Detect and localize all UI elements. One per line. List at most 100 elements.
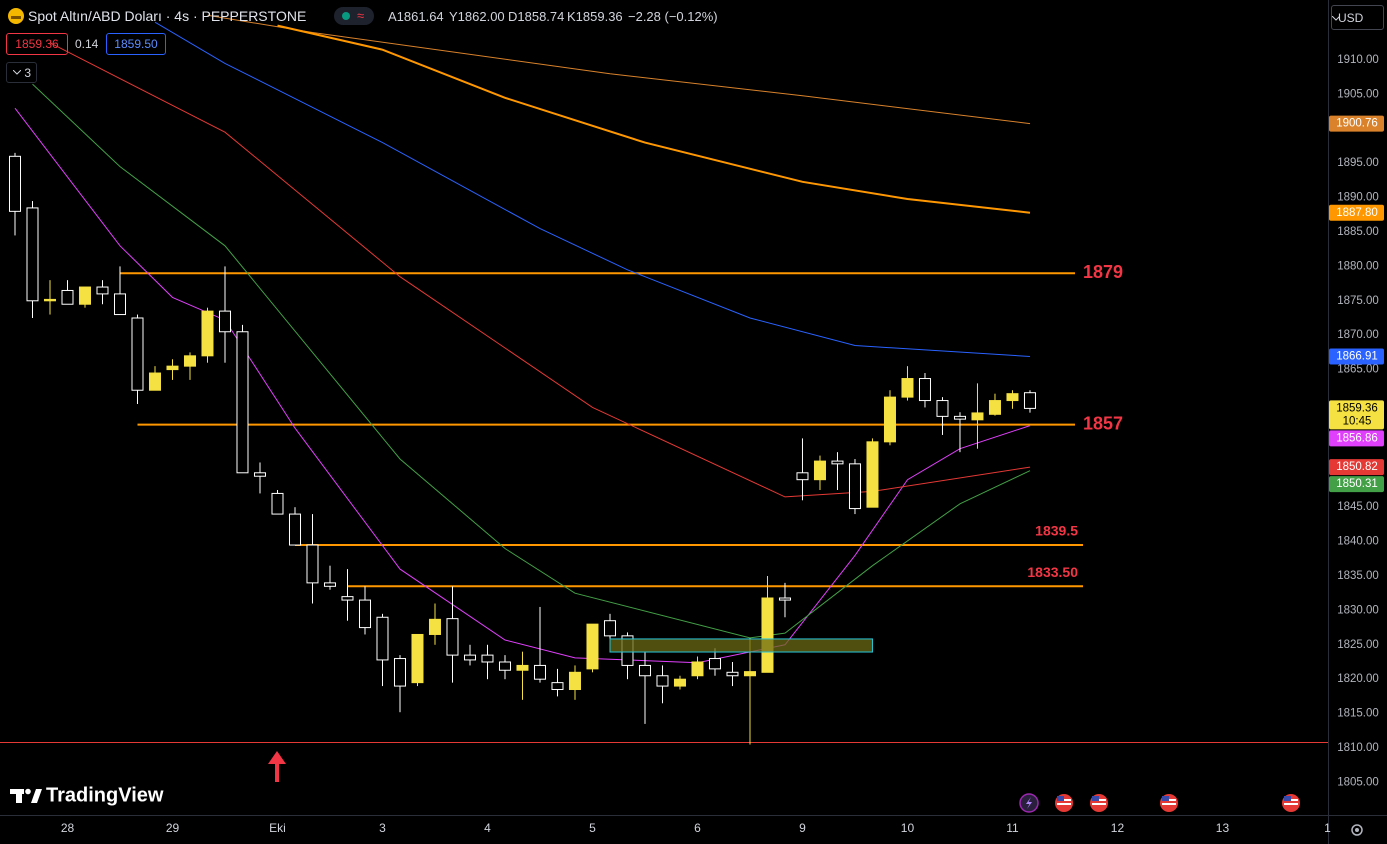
chevron <box>13 70 21 75</box>
x-tick-label: 10 <box>901 821 915 835</box>
candle-body <box>656 675 669 687</box>
candle-body <box>43 298 56 302</box>
price-zone <box>609 638 873 653</box>
x-tick-label: 5 <box>589 821 596 835</box>
candle-body <box>26 207 39 302</box>
candle-body <box>918 378 931 402</box>
candle-body <box>61 289 74 305</box>
price-badge-label: 1850.82 <box>1336 461 1378 473</box>
candle-body <box>131 317 144 391</box>
price-badge <box>1329 459 1384 476</box>
candle-body <box>446 618 459 656</box>
price-badge-label: 1859.36 <box>1336 402 1378 414</box>
candle-body <box>953 415 966 420</box>
candle-body <box>726 671 739 677</box>
x-tick-label: 13 <box>1216 821 1230 835</box>
moving-average <box>49 42 1031 498</box>
level-label: 1839.5 <box>1035 523 1078 539</box>
level-label: 1879 <box>1083 262 1123 282</box>
indicator-toggle[interactable]: 3 <box>6 62 37 83</box>
candle-body <box>673 678 686 687</box>
spread: 0.14 <box>75 37 99 51</box>
moving-average <box>207 14 1031 125</box>
candle-body <box>796 472 809 481</box>
price-badge-label: 1900.76 <box>1336 118 1378 130</box>
candle-body <box>463 654 476 661</box>
candle-body <box>183 355 196 367</box>
candle-body <box>498 661 511 671</box>
y-tick-label: 1840.00 <box>1337 536 1379 548</box>
axes: 1805.00 1810.00 1815.00 1820.00 1825.00 1830.… <box>61 54 1384 835</box>
price-badge <box>1329 476 1384 493</box>
market-status[interactable]: ≈ <box>334 7 374 25</box>
candle-body <box>936 400 949 417</box>
sell-price[interactable]: 1859.36 <box>6 33 68 55</box>
candle-body <box>1006 393 1019 402</box>
candle-body <box>778 597 791 601</box>
buy-price[interactable]: 1859.50 <box>106 33 166 55</box>
y-tick-label: 1865.00 <box>1337 364 1379 376</box>
indicator-count: 3 <box>24 65 31 80</box>
candle-body <box>586 623 599 670</box>
price-badge-label: 1866.91 <box>1336 350 1378 362</box>
x-tick-label: 11 <box>1006 821 1019 835</box>
candle-body <box>568 671 581 691</box>
price-badge <box>1329 204 1384 221</box>
candle-body <box>813 460 826 481</box>
x-tick-label: 6 <box>694 821 701 835</box>
candle-body <box>166 365 179 371</box>
symbol-icon <box>8 8 24 24</box>
currency: USD <box>1338 10 1364 25</box>
price-badge-label: 1850.31 <box>1336 478 1378 490</box>
x-tick-label: 29 <box>166 821 180 835</box>
candle-body <box>376 616 389 661</box>
price-badge-label: 1856.86 <box>1336 432 1378 444</box>
settings-button[interactable] <box>1351 824 1363 836</box>
chevron <box>1332 16 1340 21</box>
candle-body <box>411 633 424 684</box>
candle-body <box>8 155 21 212</box>
y-tick-label: 1895.00 <box>1337 157 1379 169</box>
candle-body <box>1023 392 1036 409</box>
candle-body <box>901 378 914 398</box>
candle-body <box>551 682 564 691</box>
y-tick-label: 1870.00 <box>1337 329 1379 341</box>
level-label: 1833.50 <box>1027 564 1078 580</box>
y-tick-label: 1885.00 <box>1337 226 1379 238</box>
candle-body <box>341 596 354 601</box>
ohlc-close: K1859.36 <box>567 9 623 24</box>
candle-body <box>971 412 984 421</box>
ohlc-high: Y1862.00 <box>449 9 505 24</box>
y-tick-label: 1905.00 <box>1337 88 1379 100</box>
y-tick-label: 1805.00 <box>1337 776 1379 788</box>
price-badge <box>1329 115 1384 132</box>
candle-body <box>481 654 494 663</box>
y-tick-label: 1820.00 <box>1337 673 1379 685</box>
y-tick-label: 1845.00 <box>1337 501 1379 513</box>
event-icons[interactable] <box>1019 793 1300 813</box>
candle-body <box>113 293 126 316</box>
y-tick-label: 1810.00 <box>1337 742 1379 754</box>
candle-body <box>743 671 756 677</box>
y-tick-label: 1880.00 <box>1337 260 1379 272</box>
brand-name: TradingView <box>46 784 164 806</box>
candle-body <box>831 460 844 465</box>
y-tick-label: 1890.00 <box>1337 192 1379 204</box>
y-tick-label: 1910.00 <box>1337 54 1379 66</box>
currency-select[interactable]: USD <box>1331 5 1384 30</box>
price-badge <box>1329 430 1384 447</box>
candle-body <box>988 400 1001 415</box>
price-badge-label: 1887.80 <box>1336 207 1378 219</box>
candle-body <box>638 664 651 677</box>
candle-body <box>516 664 529 671</box>
candle-body <box>96 286 109 295</box>
price-badge-label: 10:45 <box>1343 415 1372 427</box>
candle-body <box>271 492 284 515</box>
price-badge <box>1329 348 1384 365</box>
brand-logo <box>10 788 42 803</box>
moving-average <box>154 21 1031 357</box>
x-tick-label: 9 <box>799 821 806 835</box>
y-tick-label: 1830.00 <box>1337 604 1379 616</box>
candle-body <box>866 441 879 508</box>
candle-body <box>288 513 301 546</box>
